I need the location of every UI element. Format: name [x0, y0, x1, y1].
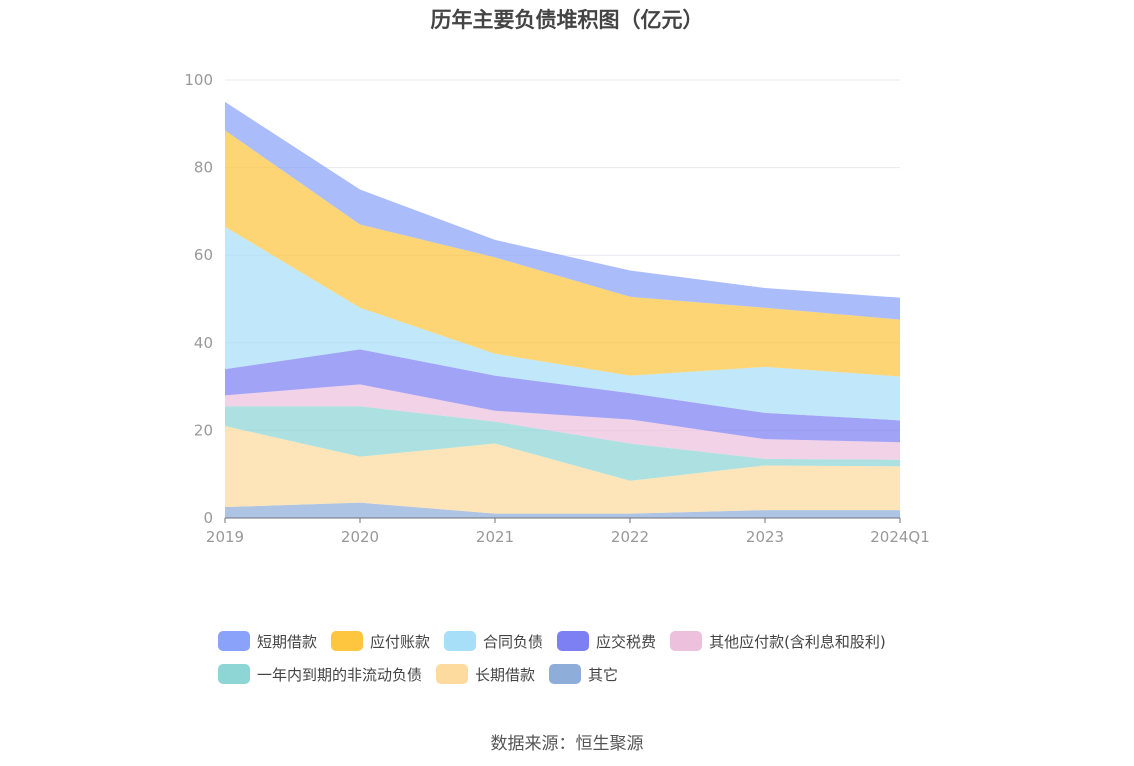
legend-swatch: [218, 631, 250, 651]
y-tick-label: 20: [194, 421, 213, 439]
legend-swatch: [670, 631, 703, 651]
area-series: [225, 226, 900, 421]
x-tick-label: 2021: [476, 528, 514, 546]
stacked-area-chart: 0 20 40 60 80 100 2019 2020 2021 2022 2023 2024Q1: [184, 71, 929, 546]
area-series: [225, 101, 900, 320]
chart-title: 历年主要负债堆积图（亿元）: [430, 8, 704, 32]
y-tick-label: 60: [194, 246, 213, 264]
legend-label: 其它: [588, 665, 619, 684]
axis-layer: 0 20 40 60 80 100 2019 2020 2021 2022 2023 2024Q1: [184, 71, 929, 546]
x-tick-label: 2024Q1: [870, 528, 930, 546]
x-tick-label: 2022: [611, 528, 649, 546]
source-note: 数据来源：恒生聚源: [490, 734, 644, 754]
legend-label: 短期借款: [257, 632, 318, 651]
y-tick-label: 40: [194, 334, 213, 352]
area-series: [225, 349, 900, 443]
legend-item[interactable]: 应交税费: [557, 630, 656, 652]
legend-item[interactable]: 短期借款: [218, 630, 317, 652]
legend-swatch: [218, 664, 250, 684]
legend-swatch: [436, 664, 469, 684]
legend-item[interactable]: 其他应付款(含利息和股利): [670, 630, 886, 652]
y-tick-label: 80: [194, 159, 213, 177]
legend-swatch: [549, 664, 582, 684]
legend-item[interactable]: 长期借款: [436, 663, 535, 685]
x-tick-label: 2020: [341, 528, 379, 546]
area-series: [225, 130, 900, 377]
area-layer: [225, 101, 900, 518]
legend-item[interactable]: 应付账款: [331, 630, 430, 652]
x-tick-label: 2023: [746, 528, 784, 546]
x-tick-label: 2019: [206, 528, 244, 546]
legend-label: 合同负债: [483, 632, 544, 651]
legend-label: 其他应付款(含利息和股利): [709, 632, 886, 651]
y-tick-label: 0: [203, 509, 213, 527]
legend-item[interactable]: 其它: [549, 663, 618, 685]
legend-swatch: [557, 631, 590, 651]
area-series: [225, 384, 900, 460]
legend-label: 一年内到期的非流动负债: [257, 665, 423, 684]
area-series: [225, 502, 900, 518]
legend-item[interactable]: 合同负债: [444, 630, 543, 652]
legend-swatch: [331, 631, 364, 651]
legend: 短期借款 应付账款 合同负债 应交税费 其他应付款(含利息和股利) 一年内到期的非流动负债…: [218, 630, 938, 685]
legend-swatch: [444, 631, 477, 651]
area-series: [225, 426, 900, 514]
area-series: [225, 406, 900, 481]
legend-label: 应付账款: [370, 632, 431, 651]
legend-label: 长期借款: [475, 665, 536, 684]
legend-item[interactable]: 一年内到期的非流动负债: [218, 663, 422, 685]
y-tick-label: 100: [184, 71, 213, 89]
legend-label: 应交税费: [596, 632, 657, 651]
